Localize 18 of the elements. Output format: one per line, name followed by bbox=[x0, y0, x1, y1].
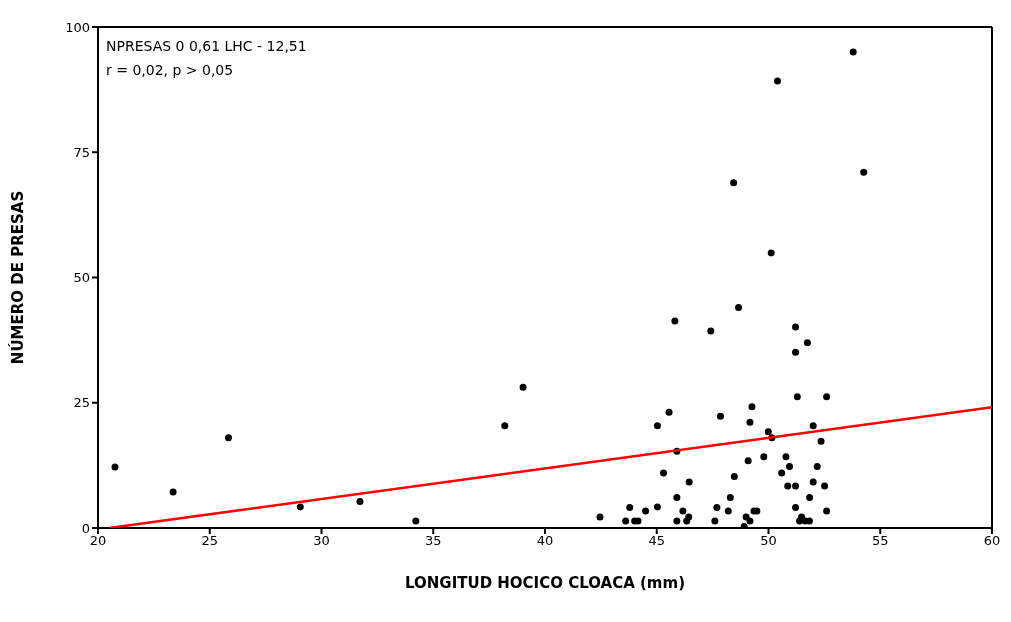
x-tick-label: 25 bbox=[201, 533, 219, 549]
y-tick-label: 75 bbox=[73, 144, 90, 160]
x-tick-label: 20 bbox=[89, 533, 107, 549]
x-tick-label: 35 bbox=[424, 533, 442, 549]
x-tick-label: 50 bbox=[760, 533, 777, 549]
y-tick-label: 25 bbox=[73, 395, 90, 411]
x-tick-label: 30 bbox=[313, 533, 330, 549]
y-tick-label: 0 bbox=[81, 520, 90, 536]
y-axis-title: NÚMERO DE PRESAS bbox=[8, 190, 28, 365]
annotation: r = 0,02, p > 0,05 bbox=[106, 62, 234, 78]
x-tick-label: 45 bbox=[648, 533, 666, 549]
annotation: NPRESAS 0 0,61 LHC - 12,51 bbox=[106, 38, 307, 54]
x-tick-label: 60 bbox=[983, 533, 1001, 549]
x-axis-title: LONGITUD HOCICO CLOACA (mm) bbox=[405, 574, 685, 592]
x-tick-label: 40 bbox=[536, 533, 554, 549]
y-tick-label: 50 bbox=[73, 270, 90, 286]
x-tick-label: 55 bbox=[871, 533, 889, 549]
y-tick-label: 100 bbox=[65, 19, 90, 35]
